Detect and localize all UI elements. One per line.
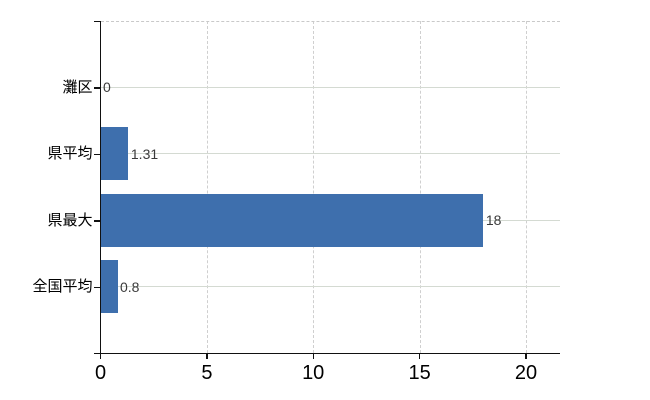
x-tick-label: 20 [514,362,538,384]
category-label: 灘区 [62,78,93,96]
h-gridline [100,86,560,88]
x-axis-tick [99,353,102,359]
v-gridline [526,21,527,353]
x-axis-tick [312,353,314,359]
y-axis-tick [93,153,101,156]
y-axis-tick [93,286,101,288]
x-tick-label: 0 [94,362,107,384]
x-axis-tick [206,353,208,359]
y-axis-tick [93,353,101,355]
plot-top-border [100,21,560,22]
y-axis-tick [93,21,101,23]
x-tick-label: 15 [408,362,431,384]
bar-value-label: 0.8 [120,278,140,295]
h-gridline [100,286,560,288]
bar-value-label: 1.31 [130,145,159,162]
bar [100,193,484,247]
h-gridline [100,153,560,155]
x-axis-tick [525,353,527,359]
category-label: 県平均 [47,145,93,163]
y-axis-tick [93,87,101,89]
x-tick-label: 5 [201,362,213,384]
category-label: 県最大 [47,211,93,229]
y-axis-tick [93,220,101,222]
v-gridline [206,21,208,353]
x-axis-tick [418,353,421,359]
x-tick-label: 10 [302,362,325,384]
bar [100,127,129,181]
bar-value-label: 0 [103,79,111,96]
x-axis-line [99,353,560,355]
v-gridline [313,21,315,353]
category-label: 全国平均 [32,278,93,296]
v-gridline [419,21,421,353]
y-axis-line [99,21,101,353]
bar [100,260,118,314]
bar-value-label: 18 [485,212,502,229]
